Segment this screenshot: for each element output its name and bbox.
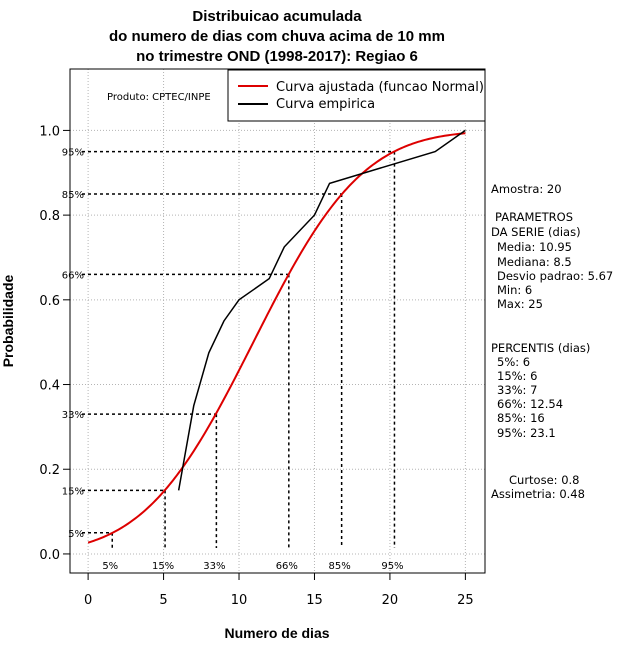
percentile-label-left-4: 85% <box>62 190 84 201</box>
percentile-label-bottom-4: 85% <box>329 561 351 572</box>
y-tick-label-2: 0.4 <box>39 379 60 394</box>
percentile-label-bottom-1: 15% <box>152 561 174 572</box>
chart-title-line-2: do numero de dias com chuva acima de 10 … <box>109 28 445 45</box>
x-axis: 0 5 10 15 20 25 <box>84 572 474 608</box>
side-statistics: Amostra: 20 PARAMETROS DA SERIE (dias) M… <box>491 182 613 501</box>
x-tick-label-4: 20 <box>382 593 399 608</box>
percentiles-heading: PERCENTIS (dias) <box>491 341 590 355</box>
param-min: Min: 6 <box>497 283 532 297</box>
y-axis: 0.0 0.2 0.4 0.6 0.8 1.0 <box>39 124 71 563</box>
chart-title-line-1: Distribuicao acumulada <box>192 8 362 25</box>
y-tick-label-5: 1.0 <box>39 124 60 139</box>
chart-title-line-3: no trimestre OND (1998-2017): Regiao 6 <box>136 48 418 65</box>
x-tick-label-1: 5 <box>159 593 167 608</box>
x-tick-label-2: 10 <box>231 593 248 608</box>
y-tick-label-3: 0.6 <box>39 294 60 309</box>
percentile-66: 66%: 12.54 <box>497 397 563 411</box>
param-mean: Media: 10.95 <box>497 240 572 254</box>
gridlines <box>70 69 485 573</box>
x-tick-label-3: 15 <box>306 593 323 608</box>
percentile-95: 95%: 23.1 <box>497 426 556 440</box>
legend-label-fitted: Curva ajustada (funcao Normal) <box>276 80 484 95</box>
x-axis-label: Numero de dias <box>224 625 329 641</box>
percentile-33: 33%: 7 <box>497 383 537 397</box>
percentile-85: 85%: 16 <box>497 411 545 425</box>
percentile-label-left-2: 33% <box>62 410 84 421</box>
params-heading-2: DA SERIE (dias) <box>491 225 581 239</box>
params-heading-1: PARAMETROS <box>495 210 573 224</box>
empirical-curve <box>177 129 466 491</box>
percentile-5: 5%: 6 <box>497 355 530 369</box>
x-tick-label-5: 25 <box>457 593 474 608</box>
y-axis-label: Probabilidade <box>0 275 16 368</box>
percentile-label-bottom-3: 66% <box>276 561 298 572</box>
percentile-label-left-5: 95% <box>62 148 84 159</box>
legend: Curva ajustada (funcao Normal) Curva emp… <box>227 69 486 122</box>
y-tick-label-0: 0.0 <box>39 548 60 563</box>
x-tick-label-0: 0 <box>84 593 92 608</box>
producer-note: Produto: CPTEC/INPE <box>107 92 211 103</box>
percentile-label-left-0: 5% <box>68 529 84 540</box>
y-tick-label-4: 0.8 <box>39 209 60 224</box>
fitted-normal-curve <box>87 132 466 544</box>
percentile-label-left-1: 15% <box>62 486 84 497</box>
percentile-label-bottom-2: 33% <box>203 561 225 572</box>
skewness: Assimetria: 0.48 <box>491 487 585 501</box>
kurtosis: Curtose: 0.8 <box>509 473 579 487</box>
percentile-15: 15%: 6 <box>497 369 537 383</box>
legend-label-empirical: Curva empirica <box>276 97 375 112</box>
percentile-label-left-3: 66% <box>62 270 84 281</box>
sample-size: Amostra: 20 <box>491 182 562 196</box>
percentile-guides: 5% 5% 15% 15% 33% 33% 66% 66% 85% 85% 95% 95% <box>62 148 404 572</box>
param-sd: Desvio padrao: 5.67 <box>497 269 613 283</box>
y-tick-label-1: 0.2 <box>39 463 60 478</box>
percentile-label-bottom-5: 95% <box>381 561 403 572</box>
percentile-label-bottom-0: 5% <box>102 561 118 572</box>
param-median: Mediana: 8.5 <box>497 255 572 269</box>
legend-box <box>227 69 486 122</box>
param-max: Max: 25 <box>497 297 543 311</box>
